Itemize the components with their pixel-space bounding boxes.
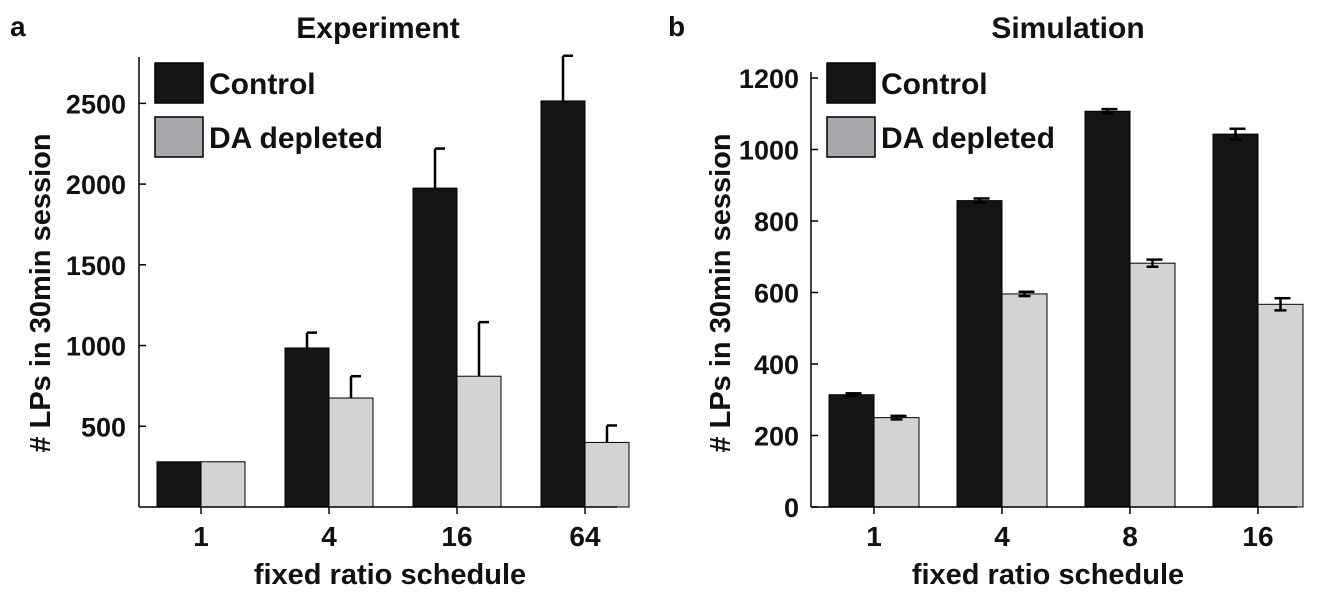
error-bar-simulation-control-1 — [845, 392, 862, 398]
bars-experiment — [156, 54, 630, 508]
bars-simulation — [828, 107, 1304, 508]
error-bar-simulation-control-4 — [973, 197, 990, 205]
panel-simulation: b Simulation # LPs in 30min session fixe… — [668, 11, 1304, 591]
y-tick-label-experiment-2000: 2000 — [66, 170, 126, 200]
bar-experiment-depleted-16 — [456, 375, 502, 508]
y-tick-label-simulation-1200: 1200 — [739, 64, 799, 94]
error-bar-experiment-control-64 — [561, 54, 573, 101]
y-tick-label-experiment-2500: 2500 — [66, 89, 126, 119]
bar-simulation-control-16 — [1212, 133, 1259, 508]
bar-experiment-control-1 — [156, 461, 202, 508]
bar-experiment-control-64 — [540, 100, 586, 508]
bar-simulation-control-1 — [828, 394, 875, 508]
x-axis-label-experiment: fixed ratio schedule — [254, 559, 526, 591]
error-bar-simulation-depleted-8 — [1146, 258, 1163, 269]
legend-swatch-experiment-control — [154, 62, 204, 104]
error-bar-experiment-depleted-64 — [605, 424, 617, 443]
panel-label-a: a — [10, 11, 26, 42]
error-bar-simulation-control-8 — [1101, 107, 1118, 115]
bar-experiment-depleted-4 — [328, 397, 374, 508]
y-tick-label-simulation-400: 400 — [754, 350, 799, 380]
bar-simulation-control-4 — [956, 200, 1003, 508]
legend-swatch-experiment-depleted — [154, 116, 204, 158]
x-tick-label-simulation-8: 8 — [1122, 521, 1138, 552]
x-tick-label-experiment-64: 64 — [569, 521, 601, 552]
panel-experiment: a Experiment # LPs in 30min session fixe… — [10, 11, 630, 591]
x-tick-label-simulation-4: 4 — [994, 521, 1010, 552]
error-bar-experiment-control-16 — [433, 147, 445, 189]
y-tick-label-simulation-1000: 1000 — [739, 136, 799, 166]
error-bar-experiment-depleted-16 — [477, 320, 489, 377]
legend-label-simulation-depleted: DA depleted — [881, 122, 1055, 155]
y-tick-label-simulation-200: 200 — [754, 422, 799, 452]
panel-label-b: b — [668, 11, 685, 42]
y-tick-label-experiment-1000: 1000 — [66, 332, 126, 362]
legend-label-experiment-control: Control — [209, 68, 316, 101]
bar-experiment-depleted-64 — [584, 441, 630, 508]
x-tick-label-experiment-1: 1 — [193, 521, 209, 552]
y-axis-label-experiment: # LPs in 30min session — [25, 133, 57, 452]
legend-simulation: Control DA depleted — [826, 62, 1055, 158]
legend-experiment: Control DA depleted — [154, 62, 383, 158]
x-tick-label-simulation-16: 16 — [1242, 521, 1273, 552]
error-bar-experiment-control-4 — [305, 331, 317, 348]
y-tick-label-experiment-1500: 1500 — [66, 251, 126, 281]
x-tick-label-simulation-1: 1 — [866, 521, 882, 552]
bar-experiment-control-4 — [284, 347, 330, 508]
error-bar-simulation-depleted-4 — [1018, 290, 1035, 298]
legend-swatch-simulation-depleted — [826, 116, 876, 158]
error-bar-simulation-depleted-16 — [1274, 296, 1291, 312]
error-bar-simulation-control-16 — [1229, 127, 1246, 141]
axes-simulation: 1 4 8 16 0 200 400 600 800 1000 1200 — [739, 64, 1297, 552]
x-axis-label-simulation: fixed ratio schedule — [912, 559, 1184, 591]
bar-simulation-control-8 — [1084, 110, 1131, 508]
axes-experiment: 1 4 16 64 500 1000 1500 2000 2500 — [66, 57, 617, 552]
bar-experiment-control-16 — [412, 187, 458, 508]
bar-simulation-depleted-16 — [1257, 303, 1304, 508]
legend-label-simulation-control: Control — [881, 68, 988, 101]
y-tick-label-experiment-500: 500 — [81, 412, 126, 442]
chart-title-simulation: Simulation — [991, 12, 1144, 45]
chart-title-experiment: Experiment — [296, 12, 459, 45]
y-tick-label-simulation-800: 800 — [754, 207, 799, 237]
bar-simulation-depleted-1 — [873, 417, 920, 508]
error-bar-simulation-depleted-1 — [890, 414, 907, 421]
error-bar-experiment-depleted-4 — [349, 374, 361, 399]
bar-simulation-depleted-4 — [1001, 293, 1048, 508]
x-tick-label-experiment-4: 4 — [321, 521, 337, 552]
y-tick-label-simulation-0: 0 — [784, 493, 799, 523]
y-tick-label-simulation-600: 600 — [754, 279, 799, 309]
y-axis-label-simulation: # LPs in 30min session — [705, 133, 737, 452]
x-tick-label-experiment-16: 16 — [441, 521, 472, 552]
bar-experiment-depleted-1 — [200, 461, 246, 508]
legend-label-experiment-depleted: DA depleted — [209, 122, 383, 155]
bar-simulation-depleted-8 — [1129, 262, 1176, 508]
legend-swatch-simulation-control — [826, 62, 876, 104]
